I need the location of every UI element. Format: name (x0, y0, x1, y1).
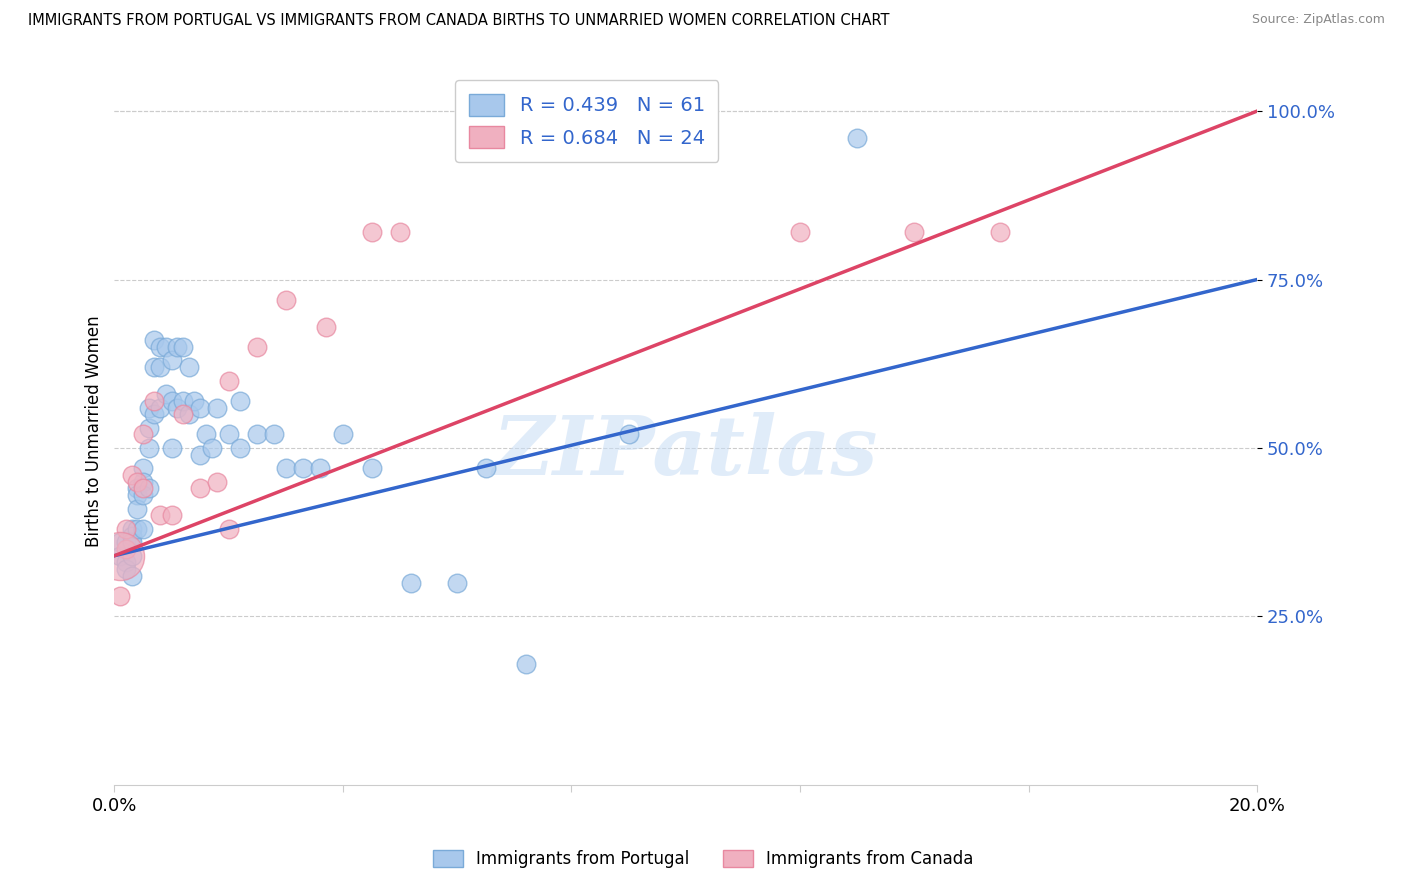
Point (115, 522, 138, 536)
Point (108, 549, 131, 563)
Point (115, 535, 138, 549)
Point (121, 467, 143, 482)
Point (108, 549, 131, 563)
Point (121, 522, 143, 536)
Point (177, 407, 200, 421)
Point (160, 441, 183, 455)
Text: Source: ZipAtlas.com: Source: ZipAtlas.com (1251, 13, 1385, 27)
Point (138, 421, 160, 435)
Point (138, 401, 160, 415)
Point (166, 340, 188, 354)
Point (121, 528, 143, 542)
Point (149, 508, 172, 523)
Point (149, 360, 172, 375)
Point (132, 475, 155, 489)
Point (194, 427, 217, 442)
Point (218, 427, 240, 442)
Point (127, 475, 149, 489)
Point (218, 522, 240, 536)
Point (160, 393, 183, 408)
Point (132, 481, 155, 495)
Point (309, 461, 332, 475)
Point (188, 448, 211, 462)
Point (127, 481, 149, 495)
Point (108, 589, 131, 603)
Point (121, 535, 143, 549)
Point (155, 387, 177, 401)
Point (132, 427, 155, 442)
Point (789, 226, 811, 240)
Point (166, 401, 188, 415)
Point (138, 481, 160, 495)
Point (172, 393, 194, 408)
Point (143, 333, 166, 347)
Point (155, 340, 177, 354)
Point (274, 461, 297, 475)
Point (229, 441, 252, 455)
Point (115, 562, 138, 576)
Point (108, 535, 131, 549)
Point (291, 461, 314, 475)
Legend: R = 0.439   N = 61, R = 0.684   N = 24: R = 0.439 N = 61, R = 0.684 N = 24 (456, 80, 718, 162)
Point (115, 556, 138, 570)
Point (474, 461, 496, 475)
Point (132, 522, 155, 536)
Point (246, 427, 269, 442)
Point (183, 393, 205, 408)
Point (127, 488, 149, 502)
Point (274, 293, 297, 307)
Point (617, 427, 640, 442)
Point (177, 360, 200, 375)
Point (160, 508, 183, 523)
Point (401, 575, 423, 590)
Text: IMMIGRANTS FROM PORTUGAL VS IMMIGRANTS FROM CANADA BIRTHS TO UNMARRIED WOMEN COR: IMMIGRANTS FROM PORTUGAL VS IMMIGRANTS F… (28, 13, 890, 29)
Text: ZIPatlas: ZIPatlas (494, 412, 879, 492)
Point (988, 226, 1011, 240)
Point (138, 441, 160, 455)
Point (360, 226, 382, 240)
Point (121, 549, 143, 563)
Point (172, 407, 194, 421)
Point (172, 340, 194, 354)
Point (846, 131, 869, 145)
Point (149, 340, 172, 354)
Point (149, 401, 172, 415)
Point (263, 427, 285, 442)
Point (903, 226, 925, 240)
Legend: Immigrants from Portugal, Immigrants from Canada: Immigrants from Portugal, Immigrants fro… (426, 843, 980, 875)
Point (132, 488, 155, 502)
Point (143, 407, 166, 421)
Point (446, 575, 468, 590)
Point (132, 461, 155, 475)
Point (121, 569, 143, 583)
Point (360, 461, 382, 475)
Y-axis label: Births to Unmarried Women: Births to Unmarried Women (86, 315, 103, 547)
Point (200, 441, 222, 455)
Point (389, 226, 412, 240)
Point (143, 393, 166, 408)
Point (229, 393, 252, 408)
Point (127, 501, 149, 516)
Point (143, 360, 166, 375)
Point (515, 657, 537, 671)
Point (246, 340, 269, 354)
Point (115, 541, 138, 556)
Point (218, 374, 240, 388)
Point (160, 353, 183, 368)
Point (207, 475, 229, 489)
Point (188, 401, 211, 415)
Point (188, 481, 211, 495)
Point (332, 427, 354, 442)
Point (127, 522, 149, 536)
Point (315, 319, 337, 334)
Point (207, 401, 229, 415)
